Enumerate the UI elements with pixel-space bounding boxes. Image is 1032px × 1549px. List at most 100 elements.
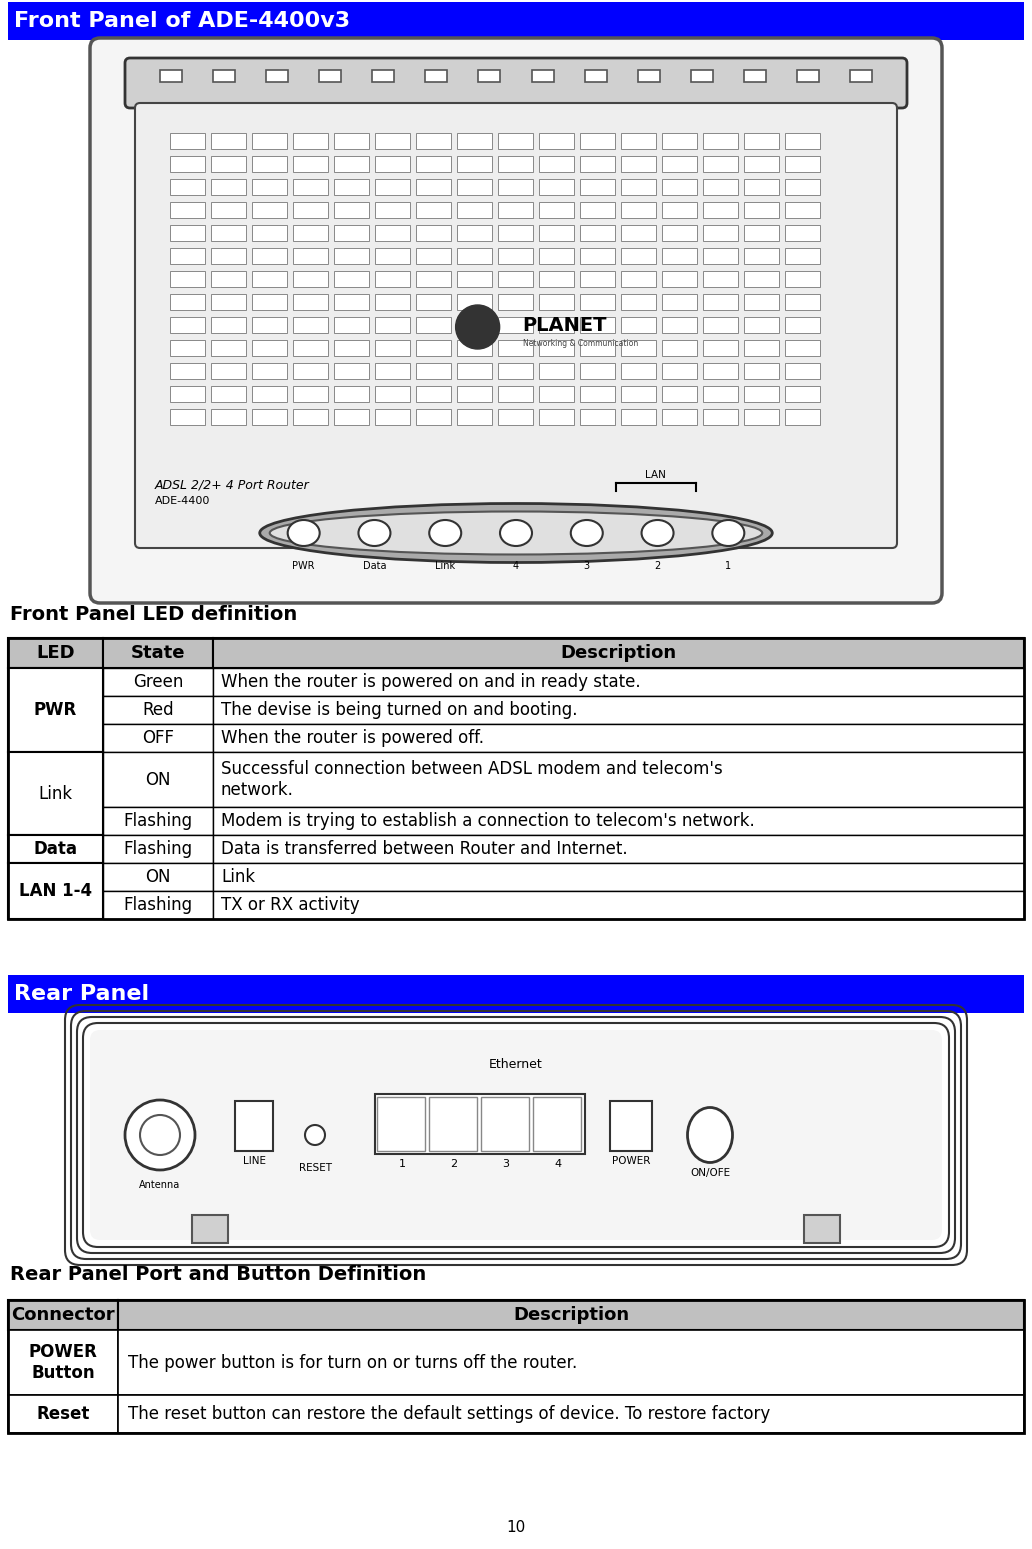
Bar [457, 271, 492, 287]
Bar [804, 1214, 840, 1242]
Bar [621, 248, 656, 263]
Text: Reset: Reset [36, 1405, 90, 1424]
Bar [621, 156, 656, 172]
Bar [479, 70, 501, 82]
Bar [252, 339, 287, 356]
Text: Rear Panel: Rear Panel [14, 984, 150, 1004]
Bar [252, 248, 287, 263]
Bar [498, 201, 533, 218]
Bar [118, 1396, 1024, 1433]
Bar [103, 751, 213, 807]
Text: Networking & Communication: Networking & Communication [522, 339, 638, 349]
Bar [375, 294, 410, 310]
Bar [785, 133, 820, 149]
Bar [416, 362, 451, 380]
Bar [662, 133, 697, 149]
Bar [375, 156, 410, 172]
Bar [252, 156, 287, 172]
Ellipse shape [571, 520, 603, 545]
Bar [498, 386, 533, 403]
Text: POWER: POWER [612, 1156, 650, 1165]
Bar [580, 409, 615, 424]
Bar [293, 294, 328, 310]
Bar [252, 386, 287, 403]
Bar [457, 201, 492, 218]
Bar [785, 180, 820, 195]
Bar [293, 409, 328, 424]
Bar [662, 294, 697, 310]
Bar [539, 201, 574, 218]
Bar [103, 835, 213, 863]
Text: LAN: LAN [645, 469, 667, 480]
Bar [103, 863, 213, 891]
Text: Data: Data [362, 561, 386, 572]
Bar [170, 294, 205, 310]
Bar [744, 409, 779, 424]
Bar [785, 294, 820, 310]
Bar [8, 1300, 118, 1331]
Bar [334, 362, 369, 380]
Text: Flashing: Flashing [124, 840, 193, 858]
Text: ON: ON [146, 770, 170, 788]
Bar [580, 386, 615, 403]
Bar [744, 294, 779, 310]
Text: Description: Description [560, 644, 677, 661]
Bar [266, 70, 288, 82]
Bar [703, 318, 738, 333]
Bar [416, 409, 451, 424]
Bar [457, 180, 492, 195]
Bar [170, 318, 205, 333]
Text: 2: 2 [450, 1159, 457, 1168]
Bar [334, 409, 369, 424]
Bar [744, 156, 779, 172]
Bar [744, 362, 779, 380]
Text: RESET: RESET [298, 1163, 331, 1173]
Bar [539, 271, 574, 287]
Text: 4: 4 [554, 1159, 561, 1168]
Bar [293, 133, 328, 149]
Bar [211, 248, 246, 263]
Bar [785, 339, 820, 356]
Bar [539, 386, 574, 403]
Bar [213, 891, 1024, 919]
Bar [662, 180, 697, 195]
Bar [621, 225, 656, 242]
Bar [621, 339, 656, 356]
Bar [103, 696, 213, 723]
Bar [416, 201, 451, 218]
Bar [334, 180, 369, 195]
Bar [213, 668, 1024, 696]
Bar [744, 225, 779, 242]
Bar [293, 318, 328, 333]
FancyBboxPatch shape [125, 57, 907, 108]
Text: PWR: PWR [34, 702, 77, 719]
Text: Flashing: Flashing [124, 812, 193, 830]
Bar [334, 339, 369, 356]
Text: Front Panel of ADE-4400v3: Front Panel of ADE-4400v3 [14, 11, 350, 31]
Bar [457, 409, 492, 424]
Bar [170, 386, 205, 403]
Bar [416, 225, 451, 242]
Text: Flashing: Flashing [124, 895, 193, 914]
Bar [457, 339, 492, 356]
Bar [533, 1097, 581, 1151]
Bar [170, 156, 205, 172]
Bar [785, 362, 820, 380]
Text: LINE: LINE [243, 1156, 265, 1165]
Bar [8, 1331, 118, 1396]
Bar [662, 409, 697, 424]
Bar [744, 248, 779, 263]
Bar [580, 201, 615, 218]
Text: 3: 3 [584, 561, 590, 572]
Bar [662, 362, 697, 380]
Bar [375, 248, 410, 263]
Bar [498, 180, 533, 195]
Ellipse shape [712, 520, 744, 545]
Bar [785, 386, 820, 403]
Bar [375, 409, 410, 424]
Bar [416, 318, 451, 333]
Bar [160, 70, 182, 82]
Circle shape [125, 1100, 195, 1169]
Text: Data is transferred between Router and Internet.: Data is transferred between Router and I… [221, 840, 627, 858]
Bar [170, 248, 205, 263]
